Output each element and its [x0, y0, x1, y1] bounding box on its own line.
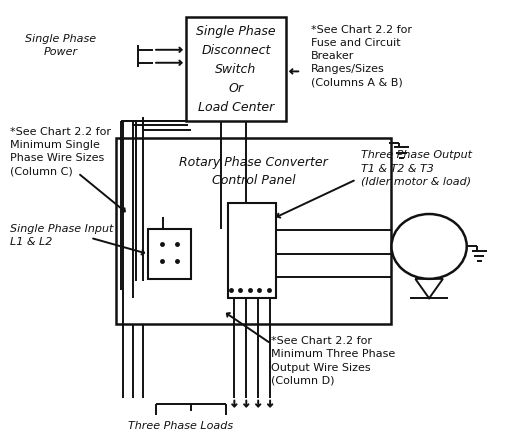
Text: *See Chart 2.2 for
Minimum Three Phase
Output Wire Sizes
(Column D): *See Chart 2.2 for Minimum Three Phase O… — [271, 336, 395, 386]
Text: Single Phase Input
L1 & L2: Single Phase Input L1 & L2 — [10, 224, 114, 247]
Text: Single Phase
Disconnect
Switch
Or
Load Center: Single Phase Disconnect Switch Or Load C… — [196, 25, 276, 114]
Bar — [186, 17, 286, 121]
Bar — [148, 229, 191, 279]
Bar — [116, 138, 392, 324]
Text: Three Phase Loads: Three Phase Loads — [128, 421, 233, 431]
Bar — [228, 203, 276, 298]
Text: Three Phase Output
T1 & T2 & T3
(Idler motor & load): Three Phase Output T1 & T2 & T3 (Idler m… — [361, 150, 473, 187]
Text: *See Chart 2.2 for
Fuse and Circuit
Breaker
Ranges/Sizes
(Columns A & B): *See Chart 2.2 for Fuse and Circuit Brea… — [311, 25, 412, 88]
Circle shape — [392, 214, 467, 279]
Text: Rotary Phase Converter
Control Panel: Rotary Phase Converter Control Panel — [179, 156, 328, 187]
Text: *See Chart 2.2 for
Minimum Single
Phase Wire Sizes
(Column C): *See Chart 2.2 for Minimum Single Phase … — [10, 127, 111, 176]
Text: Single Phase
Power: Single Phase Power — [25, 34, 96, 57]
